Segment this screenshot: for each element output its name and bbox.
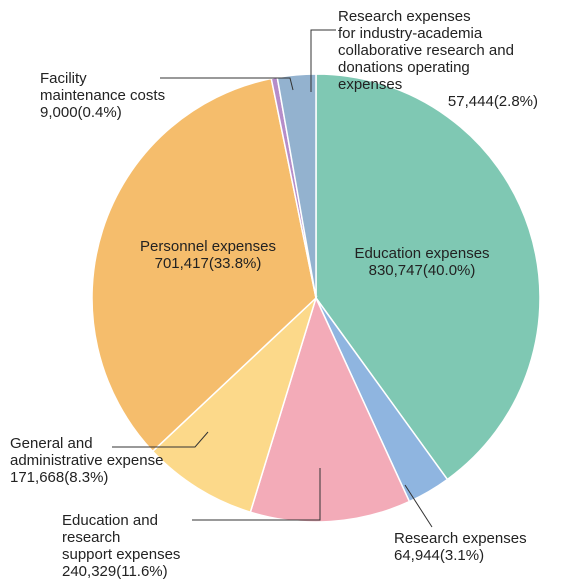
slice-label: Research expenses for industry-academia … xyxy=(338,8,538,110)
value-label: 240,329 xyxy=(62,563,117,580)
percent-label: (0.4%) xyxy=(77,104,122,121)
category-label: Education expenses xyxy=(354,245,490,262)
percent-label: (40.0%) xyxy=(422,262,476,279)
value-label: 830,747 xyxy=(368,262,423,279)
value-line: 240,329(11.6%) xyxy=(62,563,262,580)
pie-slice xyxy=(151,295,318,514)
pie-slice xyxy=(315,73,541,481)
slice-label: Research expenses 64,944(3.1%) xyxy=(394,530,564,564)
value-label: 64,944 xyxy=(394,547,440,564)
value-label: 701,417 xyxy=(154,255,209,272)
pie-slice xyxy=(249,295,411,523)
value-line: 57,444(2.8%) xyxy=(338,93,538,110)
category-label: Facility maintenance costs xyxy=(40,70,166,104)
value-line: 9,000(0.4%) xyxy=(40,104,200,121)
category-label: Education and research support expenses xyxy=(62,512,181,563)
value-label: 57,444 xyxy=(447,93,494,110)
leader-line xyxy=(192,468,321,521)
slice-label: Facility maintenance costs 9,000(0.4%) xyxy=(40,70,200,121)
category-label: Personnel expenses xyxy=(140,238,276,255)
percent-label: (2.8%) xyxy=(493,93,538,110)
slice-label: Education and research support expenses 2… xyxy=(62,512,262,580)
value-line: 830,747(40.0%) xyxy=(322,262,522,279)
leader-line xyxy=(112,431,209,448)
value-line: 701,417(33.8%) xyxy=(108,255,308,272)
slice-label: Personnel expenses 701,417(33.8%) xyxy=(108,238,308,272)
value-label: 9,000 xyxy=(40,104,78,121)
category-label: General and administrative expense xyxy=(10,435,164,469)
leader-line xyxy=(404,484,433,528)
value-label: 171,668 xyxy=(10,469,65,486)
percent-label: (11.6%) xyxy=(116,563,168,580)
value-line: 64,944(3.1%) xyxy=(394,547,564,564)
category-label: Research expenses xyxy=(394,530,527,547)
percent-label: (8.3%) xyxy=(64,469,109,486)
category-label: Research expenses for industry-academia … xyxy=(338,8,514,93)
percent-label: (33.8%) xyxy=(208,255,262,272)
pie-slice xyxy=(276,73,317,299)
value-line: 171,668(8.3%) xyxy=(10,469,230,486)
leader-line xyxy=(160,77,294,91)
leader-line xyxy=(310,29,336,92)
slice-label: General and administrative expense 171,66… xyxy=(10,435,230,486)
slice-label: Education expenses 830,747(40.0%) xyxy=(322,245,522,279)
percent-label: (3.1%) xyxy=(439,547,485,564)
pie-slice xyxy=(91,77,317,453)
